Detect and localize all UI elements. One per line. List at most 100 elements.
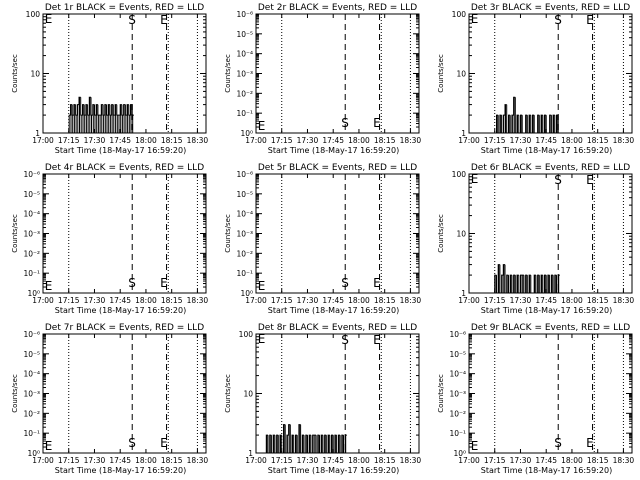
y-tick-label: 10⁻⁵ [23, 350, 40, 359]
axes-frame [468, 173, 633, 294]
x-tick-label: 18:15 [587, 136, 609, 145]
x-tick-label: 18:30 [187, 456, 209, 465]
x-axis-label: Start Time (18-May-17 16:59:20) [55, 306, 186, 315]
y-tick-label: 10⁻³ [23, 390, 40, 399]
x-tick-label: 17:15 [58, 136, 80, 145]
x-tick-label: 18:15 [161, 136, 183, 145]
x-tick-label: 17:00 [458, 296, 480, 305]
axes-frame [468, 333, 633, 454]
marker-e-start: E [258, 119, 266, 133]
x-tick-label: 17:45 [535, 296, 557, 305]
y-axis-label: Counts/sec [11, 214, 19, 253]
x-tick-label: 18:30 [187, 136, 209, 145]
x-tick-label: 18:30 [400, 456, 422, 465]
y-tick-label: 10⁻⁴ [236, 50, 253, 59]
x-tick-label: 17:45 [322, 296, 344, 305]
marker-s: S [128, 276, 136, 290]
y-axis-label: Counts/sec [224, 374, 232, 413]
y-tick-label: 10⁰ [27, 289, 40, 298]
panel-title: Det 2r BLACK = Events, RED = LLD [258, 3, 417, 13]
x-axis-label: Start Time (18-May-17 16:59:20) [268, 306, 399, 315]
x-tick-label: 17:30 [84, 296, 106, 305]
y-tick-label: 10⁻⁵ [236, 30, 253, 39]
panel-det-4: Det 4r BLACK = Events, RED = LLD Counts/s… [11, 163, 208, 315]
panel-title: Det 5r BLACK = Events, RED = LLD [258, 163, 417, 173]
y-tick-label: 1 [461, 289, 466, 298]
x-tick-label: 18:30 [613, 456, 635, 465]
marker-s: S [128, 436, 136, 450]
x-tick-label: 17:00 [458, 456, 480, 465]
x-tick-label: 17:45 [322, 136, 344, 145]
y-tick-label: 10⁻⁴ [449, 370, 466, 379]
x-tick-label: 17:15 [58, 296, 80, 305]
x-tick-label: 17:15 [484, 136, 506, 145]
y-tick-label: 10⁻³ [236, 230, 253, 239]
x-tick-label: 18:30 [400, 296, 422, 305]
x-tick-label: 18:15 [374, 296, 396, 305]
marker-e-start: E [45, 439, 53, 453]
y-tick-label: 10⁻² [236, 89, 253, 98]
y-tick-label: 10⁰ [240, 289, 253, 298]
panel-det-6: Det 6r BLACK = Events, RED = LLD Counts/s… [437, 163, 634, 315]
y-axis-label: Counts/sec [437, 374, 445, 413]
events-series-1 [493, 264, 560, 294]
marker-s: S [554, 436, 562, 450]
x-tick-label: 17:45 [109, 456, 131, 465]
x-tick-label: 17:15 [271, 136, 293, 145]
x-tick-label: 17:00 [245, 296, 267, 305]
y-axis-label: Counts/sec [11, 54, 19, 93]
x-tick-label: 17:30 [510, 456, 532, 465]
x-tick-label: 17:15 [484, 296, 506, 305]
x-tick-label: 17:30 [297, 456, 319, 465]
x-tick-label: 17:30 [510, 296, 532, 305]
y-tick-label: 10⁻¹ [236, 269, 253, 278]
y-tick-label: 10⁻³ [236, 70, 253, 79]
axes-frame [42, 333, 207, 454]
x-tick-label: 17:45 [109, 136, 131, 145]
marker-s: S [341, 116, 349, 130]
y-tick-label: 10 [456, 230, 466, 239]
panel-title: Det 8r BLACK = Events, RED = LLD [258, 323, 417, 333]
y-tick-label: 10⁻¹ [23, 269, 40, 278]
y-tick-label: 10 [243, 390, 253, 399]
y-axis-label: Counts/sec [224, 54, 232, 93]
y-tick-label: 10⁻⁶ [23, 330, 40, 339]
axes-frame [255, 13, 420, 134]
x-tick-label: 18:00 [561, 456, 583, 465]
panel-title: Det 3r BLACK = Events, RED = LLD [471, 3, 630, 13]
panel-det-5: Det 5r BLACK = Events, RED = LLD Counts/s… [224, 163, 421, 315]
y-tick-label: 10⁻⁴ [23, 210, 40, 219]
x-tick-label: 17:00 [32, 136, 54, 145]
marker-e-start: E [258, 332, 266, 346]
y-tick-label: 10⁻² [23, 249, 40, 258]
marker-e-end: E [160, 276, 168, 290]
x-tick-label: 17:45 [535, 456, 557, 465]
y-axis-label: Counts/sec [11, 374, 19, 413]
marker-e-end: E [586, 13, 594, 27]
x-tick-label: 18:00 [135, 456, 157, 465]
panel-title: Det 7r BLACK = Events, RED = LLD [45, 323, 204, 333]
x-tick-label: 17:00 [32, 456, 54, 465]
y-tick-label: 10⁻¹ [23, 429, 40, 438]
events-series-1 [68, 96, 134, 133]
y-tick-label: 10⁻² [449, 409, 466, 418]
y-tick-label: 10 [456, 70, 466, 79]
y-tick-label: 1 [248, 449, 253, 458]
y-tick-label: 10⁻¹ [236, 109, 253, 118]
y-tick-label: 10⁻³ [23, 230, 40, 239]
marker-e-start: E [471, 439, 479, 453]
marker-e-end: E [586, 173, 594, 187]
x-tick-label: 18:15 [161, 296, 183, 305]
panel-det-1: Det 1r BLACK = Events, RED = LLD Counts/s… [11, 3, 208, 155]
x-tick-label: 18:15 [161, 456, 183, 465]
marker-e-start: E [471, 12, 479, 26]
marker-e-end: E [373, 276, 381, 290]
y-tick-label: 10⁻⁴ [236, 210, 253, 219]
x-tick-label: 18:15 [374, 136, 396, 145]
panel-det-2: Det 2r BLACK = Events, RED = LLD Counts/s… [224, 3, 421, 155]
y-tick-label: 10⁻⁵ [23, 190, 40, 199]
panel-det-9: Det 9r BLACK = Events, RED = LLD Counts/s… [437, 323, 634, 475]
x-axis-label: Start Time (18-May-17 16:59:20) [481, 466, 612, 475]
x-tick-label: 17:00 [245, 136, 267, 145]
